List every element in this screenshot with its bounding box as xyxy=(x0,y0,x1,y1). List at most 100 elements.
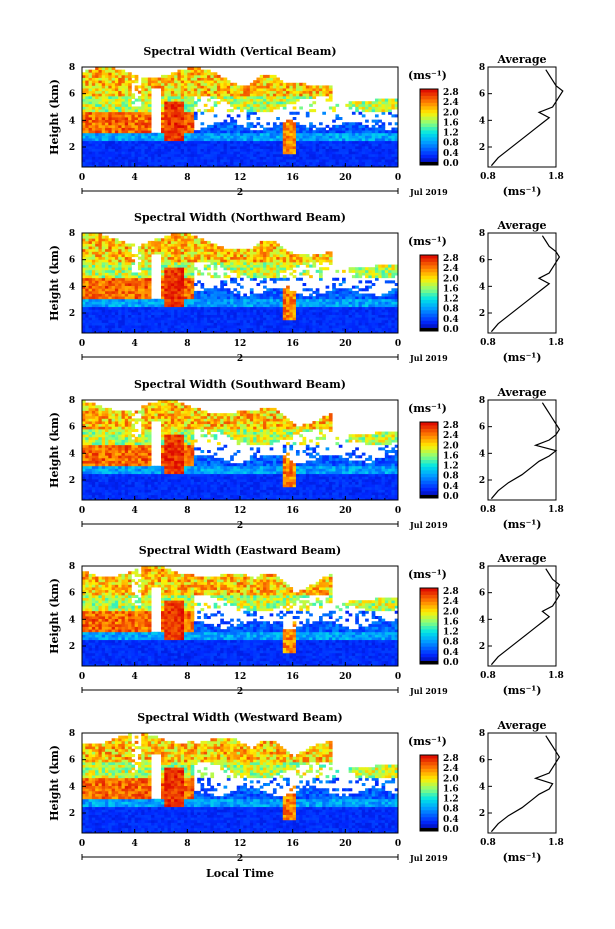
heatmap-cell xyxy=(355,153,359,157)
heatmap-cell xyxy=(286,327,290,331)
heatmap-cell xyxy=(230,290,234,294)
heatmap-cell xyxy=(170,145,175,149)
heatmap-cell xyxy=(328,93,333,97)
heatmap-cell xyxy=(111,164,116,168)
heatmap-cell xyxy=(85,156,89,160)
heatmap-cell xyxy=(279,256,284,260)
heatmap-cell xyxy=(114,285,119,289)
heatmap-cell xyxy=(101,69,106,73)
heatmap-cell xyxy=(269,290,274,294)
heatmap-cell xyxy=(266,88,271,92)
heatmap-cell xyxy=(256,269,261,273)
heatmap-cell xyxy=(246,267,251,271)
heatmap-cell xyxy=(124,111,129,115)
heatmap-cell xyxy=(144,82,149,86)
heatmap-cell xyxy=(200,254,205,258)
heatmap-cell xyxy=(368,159,373,163)
heatmap-cell xyxy=(253,272,257,276)
heatmap-cell xyxy=(220,314,224,318)
heatmap-cell xyxy=(223,124,228,128)
heatmap-cell xyxy=(164,106,168,110)
heatmap-cell xyxy=(144,301,149,305)
heatmap-cell xyxy=(305,143,310,147)
heatmap-cell xyxy=(305,93,310,97)
heatmap-cell xyxy=(101,127,106,131)
heatmap-cell xyxy=(246,140,251,144)
heatmap-cell xyxy=(361,151,366,155)
heatmap-cell xyxy=(91,164,96,168)
heatmap-cell xyxy=(203,132,208,136)
heatmap-cell xyxy=(167,159,172,163)
heatmap-cell xyxy=(335,159,340,163)
heatmap-cell xyxy=(391,156,396,160)
heatmap-cell xyxy=(348,138,353,142)
heatmap-cell xyxy=(246,90,251,94)
heatmap-cell xyxy=(230,135,234,139)
heatmap-cell xyxy=(164,140,168,144)
heatmap-cell xyxy=(305,306,310,310)
heatmap-cell xyxy=(91,275,96,279)
heatmap-cell xyxy=(85,288,89,292)
heatmap-cell xyxy=(292,93,297,97)
heatmap-cell xyxy=(299,325,303,329)
heatmap-cell xyxy=(164,119,168,123)
heatmap-cell xyxy=(167,74,172,78)
heatmap-cell xyxy=(91,248,96,252)
heatmap-cell xyxy=(325,319,330,323)
heatmap-cell xyxy=(381,101,386,105)
heatmap-cell xyxy=(134,275,139,279)
heatmap-cell xyxy=(223,127,228,131)
heatmap-cell xyxy=(88,82,93,86)
heatmap-cell xyxy=(151,314,155,318)
heatmap-cell xyxy=(190,259,195,263)
heatmap-cell xyxy=(213,267,218,271)
heatmap-cell xyxy=(95,124,99,128)
heatmap-cell xyxy=(82,264,86,268)
heatmap-cell xyxy=(299,319,303,323)
heatmap-cell xyxy=(82,327,86,331)
heatmap-cell xyxy=(151,304,155,308)
heatmap-cell xyxy=(128,74,132,78)
heatmap-cell xyxy=(203,256,208,260)
heatmap-cell xyxy=(88,233,93,237)
heatmap-cell xyxy=(193,101,198,105)
heatmap-cell xyxy=(147,290,152,294)
heatmap-cell xyxy=(381,103,386,107)
heatmap-cell xyxy=(315,256,320,260)
heatmap-cell xyxy=(174,164,178,168)
heatmap-cell xyxy=(253,106,257,110)
heatmap-cell xyxy=(230,256,234,260)
heatmap-cell xyxy=(161,285,165,289)
heatmap-cell xyxy=(141,254,145,258)
heatmap-cell xyxy=(263,135,267,139)
heatmap-cell xyxy=(111,272,116,276)
heatmap-cell xyxy=(118,280,122,284)
heatmap-cell xyxy=(144,304,149,308)
heatmap-cell xyxy=(226,275,231,279)
heatmap-cell xyxy=(164,267,168,271)
heatmap-cell xyxy=(388,135,392,139)
heatmap-cell xyxy=(157,156,162,160)
heatmap-cell xyxy=(88,132,93,136)
heatmap-cell xyxy=(269,164,274,168)
heatmap-cell xyxy=(358,153,363,157)
heatmap-cell xyxy=(302,288,307,292)
heatmap-cell xyxy=(328,140,333,144)
heatmap-cell xyxy=(151,148,155,152)
heatmap-cell xyxy=(276,95,280,99)
heatmap-cell xyxy=(118,309,122,313)
heatmap-cell xyxy=(295,296,300,300)
heatmap-cell xyxy=(322,88,326,92)
heatmap-cell xyxy=(394,135,399,139)
heatmap-cell xyxy=(243,327,247,331)
heatmap-cell xyxy=(246,127,251,131)
heatmap-cell xyxy=(111,269,116,273)
heatmap-cell xyxy=(180,325,185,329)
heatmap-cell xyxy=(184,325,188,329)
heatmap-cell xyxy=(91,151,96,155)
heatmap-cell xyxy=(203,161,208,165)
heatmap-cell xyxy=(137,246,142,250)
x-tick-label: 0 xyxy=(79,173,85,183)
heatmap-cell xyxy=(101,309,106,313)
heatmap-cell xyxy=(223,143,228,147)
